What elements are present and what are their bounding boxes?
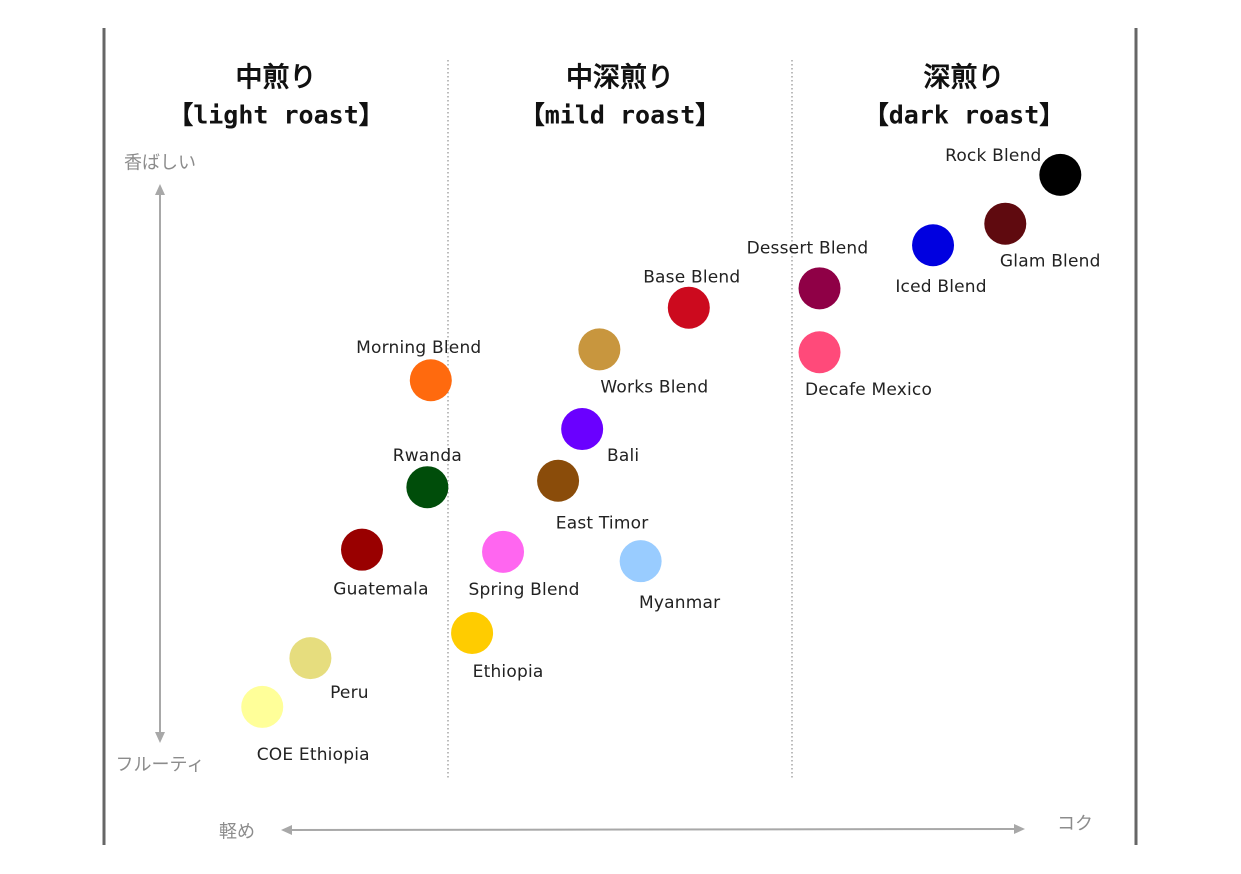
x-axis-arrowhead-right — [1014, 824, 1025, 834]
point-morning-blend: Morning Blend — [356, 338, 481, 402]
data-point-label: Works Blend — [600, 377, 708, 397]
x-axis-arrow-line — [289, 828, 1017, 831]
data-point-label: Peru — [330, 683, 369, 703]
point-works-blend: Works Blend — [578, 328, 708, 397]
data-point-label: Base Blend — [643, 268, 740, 288]
data-point-dot — [667, 286, 710, 329]
data-point-dot — [619, 540, 662, 583]
region-subtitle: 【light roast】 — [168, 101, 384, 130]
data-point-label: Rock Blend — [945, 146, 1041, 166]
region-title: 中深煎り — [566, 62, 674, 94]
point-ethiopia: Ethiopia — [451, 611, 544, 682]
x-axis: 軽め コク — [219, 814, 1093, 843]
point-spring-blend: Spring Blend — [469, 530, 580, 600]
data-point-label: Iced Blend — [895, 277, 986, 297]
point-bali: Bali — [561, 408, 639, 466]
point-east-timor: East Timor — [537, 459, 649, 534]
data-point-dot — [406, 466, 449, 509]
data-point-dot — [578, 328, 621, 371]
data-point-label: Morning Blend — [356, 338, 481, 358]
y-axis-arrowhead-up — [155, 184, 165, 195]
point-decafe-mexico: Decafe Mexico — [798, 331, 932, 400]
point-guatemala: Guatemala — [333, 528, 429, 600]
x-axis-low-label: 軽め — [219, 822, 255, 843]
y-axis-arrowhead-down — [155, 732, 165, 743]
point-dessert-blend: Dessert Blend — [747, 238, 869, 310]
point-glam-blend: Glam Blend — [984, 202, 1101, 272]
point-base-blend: Base Blend — [643, 268, 740, 329]
y-axis-low-label: フルーティ — [116, 755, 205, 776]
data-point-dot — [409, 359, 452, 402]
data-point-label: Rwanda — [393, 446, 462, 466]
point-peru: Peru — [289, 637, 369, 703]
frame-layer — [102, 28, 1138, 845]
point-myanmar: Myanmar — [619, 540, 720, 613]
data-point-dot — [451, 611, 494, 654]
data-point-label: Ethiopia — [473, 662, 544, 682]
data-point-dot — [912, 224, 955, 267]
data-point-dot — [798, 331, 841, 374]
data-point-dot — [341, 528, 383, 571]
data-point-dot — [482, 530, 525, 573]
data-point-dot — [984, 202, 1027, 245]
region-subtitle: 【dark roast】 — [864, 101, 1065, 130]
y-axis-high-label: 香ばしい — [124, 153, 196, 174]
region-headers: 中煎り【light roast】 中深煎り【mild roast】 深煎り【dark… — [168, 62, 1064, 130]
region-title: 深煎り — [924, 62, 1005, 94]
region-title: 中煎り — [236, 62, 317, 94]
point-iced-blend: Iced Blend — [895, 224, 987, 297]
data-point-label: Guatemala — [333, 580, 428, 600]
data-point-label: Decafe Mexico — [805, 380, 932, 400]
point-rwanda: Rwanda — [393, 446, 462, 509]
x-axis-arrowhead-left — [281, 825, 292, 835]
data-point-label: Spring Blend — [469, 580, 580, 600]
data-point-dot — [1039, 153, 1082, 196]
data-point-label: Bali — [607, 446, 639, 466]
data-point-label: Myanmar — [639, 593, 720, 613]
data-point-dot — [561, 408, 604, 451]
data-points: Rock Blend Glam Blend Iced Blend Dessert Bl… — [241, 146, 1100, 765]
data-point-dot — [241, 685, 284, 728]
point-coe-ethiopia: COE Ethiopia — [241, 685, 370, 765]
data-point-label: Glam Blend — [1000, 252, 1101, 272]
data-point-label: Dessert Blend — [747, 238, 869, 258]
data-point-dot — [537, 459, 580, 502]
data-point-dot — [798, 267, 841, 310]
x-axis-high-label: コク — [1057, 814, 1093, 835]
region-subtitle: 【mild roast】 — [520, 101, 721, 130]
data-point-dot — [289, 637, 332, 680]
data-point-label: COE Ethiopia — [257, 745, 370, 765]
point-rock-blend: Rock Blend — [945, 146, 1082, 196]
y-axis: 香ばしい フルーティ — [116, 153, 205, 776]
data-point-label: East Timor — [556, 514, 649, 534]
